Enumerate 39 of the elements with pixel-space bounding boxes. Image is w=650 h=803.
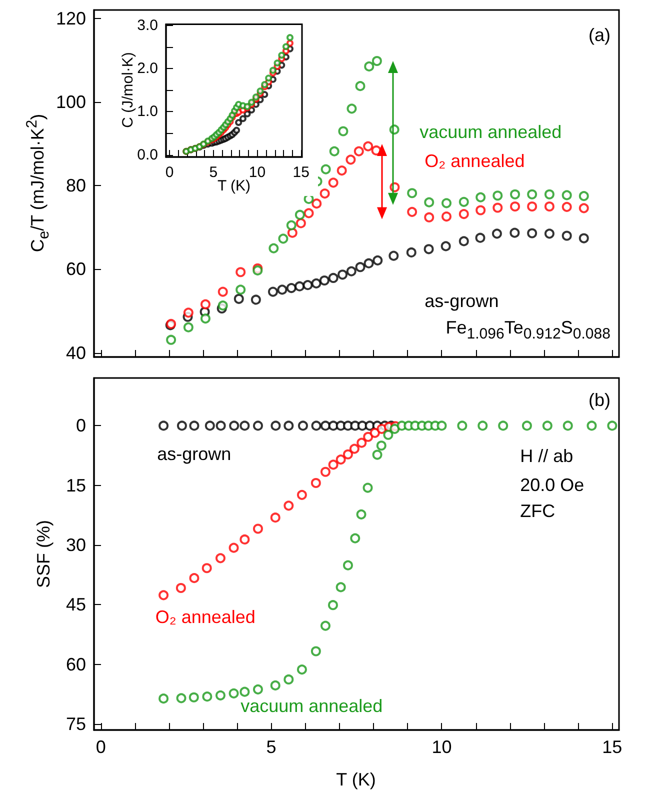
annotation: 20.0 Oe: [520, 475, 584, 496]
annotation: ZFC: [520, 501, 556, 522]
x-tick-label: 10: [248, 164, 266, 181]
y-tick-label: 100: [56, 92, 86, 112]
y-tick-label: 75: [66, 714, 86, 734]
legend-label: O₂ annealed: [424, 150, 525, 170]
x-tick-label: 5: [266, 737, 276, 757]
series-label: O₂ annealed: [155, 606, 256, 627]
series-label: as-grown: [157, 444, 232, 464]
y-axis-title: SSF (%): [34, 520, 54, 588]
y-tick-label: 1.0: [137, 103, 158, 120]
y-tick-label: 2.0: [137, 60, 158, 78]
y-tick-label: 15: [66, 475, 86, 496]
series-label: vacuum annealed: [420, 122, 562, 142]
x-tick-label: 0: [96, 737, 106, 757]
text: as-grown: [424, 290, 499, 311]
annotation: (b): [588, 390, 610, 410]
series-label: vacuum annealed: [240, 696, 383, 716]
y-tick-label: 0: [76, 416, 86, 436]
y-tick-label: 60: [66, 654, 86, 674]
y-tick-label: 3.0: [137, 17, 158, 34]
y-axis-title: C (J/mol·K): [120, 52, 136, 128]
x-axis-title: T (K): [336, 770, 376, 790]
y-tick-label: 0.0: [137, 146, 158, 164]
x-axis-title: T (K): [217, 178, 251, 194]
x-tick-label: 15: [602, 737, 622, 757]
x-tick-label: 5: [209, 164, 218, 181]
annotation: Fe$_{1.096}$Te$_{0.912}$S$_{0.088}$: [446, 318, 610, 342]
y-tick-label: 30: [66, 535, 86, 556]
x-tick-label: 0: [165, 164, 174, 181]
annotation: (a): [588, 25, 610, 46]
x-tick-label: 10: [432, 737, 452, 757]
y-tick-label: 60: [66, 259, 86, 280]
y-tick-label: 80: [66, 176, 86, 196]
y-tick-label: 40: [66, 342, 86, 363]
y-tick-label: 120: [56, 8, 86, 28]
x-tick-label: 15: [292, 164, 310, 181]
y-tick-label: 45: [66, 594, 86, 615]
annotation: H // ab: [520, 446, 574, 466]
